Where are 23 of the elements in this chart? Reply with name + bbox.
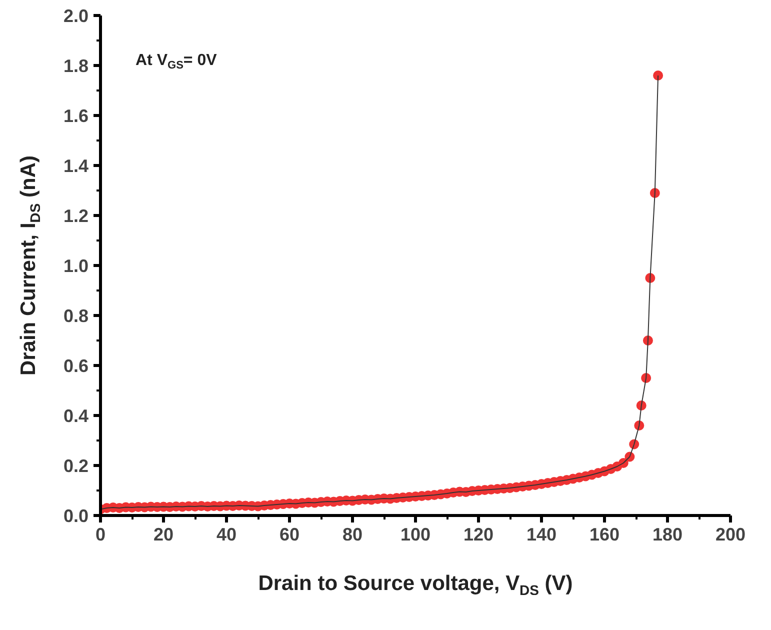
y-tick-label: 2.0: [63, 6, 89, 26]
y-tick-label: 1.8: [63, 56, 89, 76]
x-tick-label: 100: [400, 524, 431, 544]
x-tick-label: 0: [95, 524, 106, 544]
y-tick-label: 0.8: [63, 306, 89, 326]
x-tick-label: 180: [652, 524, 683, 544]
x-tick-label: 80: [342, 524, 363, 544]
y-tick-label: 0.4: [63, 406, 89, 426]
x-tick-label: 140: [526, 524, 557, 544]
y-tick-label: 0.2: [63, 456, 89, 476]
x-tick-label: 60: [279, 524, 300, 544]
y-axis-title: Drain Current, IDS (nA): [17, 155, 43, 376]
x-tick-label: 40: [216, 524, 237, 544]
x-tick-label: 20: [153, 524, 174, 544]
x-tick-label: 200: [715, 524, 746, 544]
x-tick-label: 160: [589, 524, 620, 544]
y-tick-label: 1.6: [63, 106, 89, 126]
y-tick-label: 0.6: [63, 356, 89, 376]
x-tick-label: 120: [463, 524, 494, 544]
y-tick-label: 0.0: [63, 506, 89, 526]
y-tick-label: 1.0: [63, 256, 89, 276]
y-tick-label: 1.2: [63, 206, 89, 226]
y-tick-label: 1.4: [63, 156, 89, 176]
